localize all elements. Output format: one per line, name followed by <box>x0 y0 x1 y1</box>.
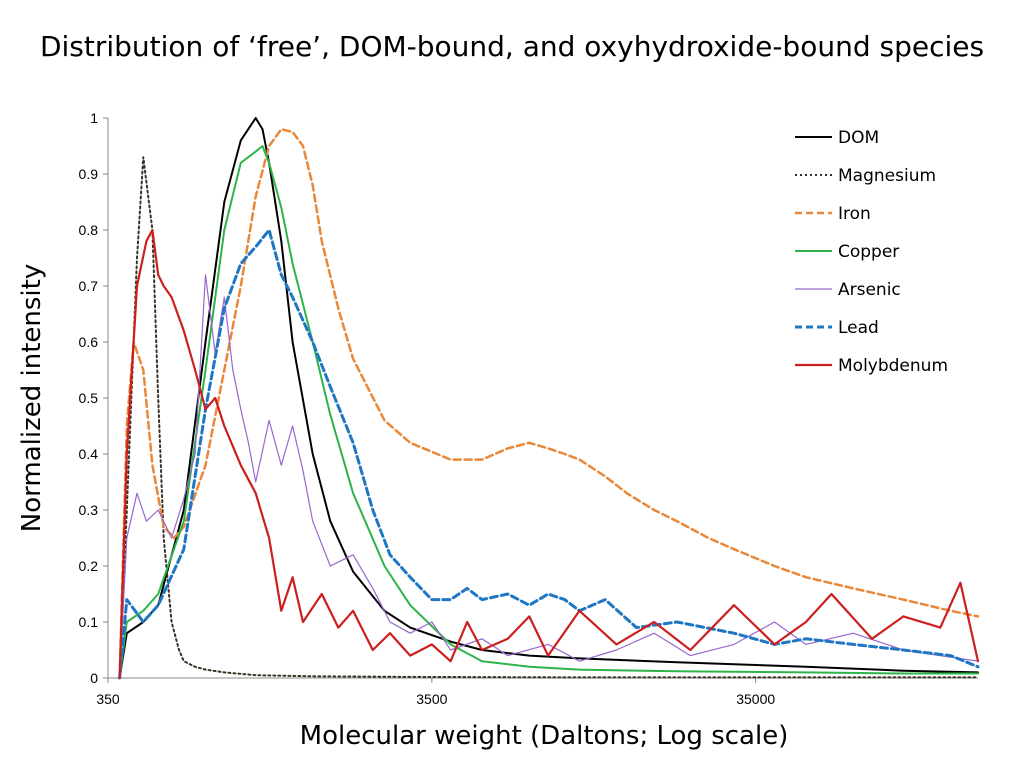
series-line-magnesium <box>118 156 979 679</box>
y-tick-label: 0.6 <box>79 334 99 350</box>
series-layer <box>118 117 980 680</box>
y-tick-label: 0.5 <box>79 390 99 406</box>
legend-label-lead: Lead <box>838 318 879 338</box>
y-tick-label: 0 <box>90 670 98 686</box>
y-tick-label: 0.8 <box>79 222 99 238</box>
series-line-dom <box>118 117 979 679</box>
y-tick-label: 0.9 <box>79 166 99 182</box>
series-line-arsenic <box>118 274 979 679</box>
series-line-lead <box>118 228 980 680</box>
series-line-molybdenum <box>118 228 980 680</box>
y-tick-label: 0.2 <box>79 558 99 574</box>
series-line-copper <box>118 145 979 679</box>
legend-label-iron: Iron <box>838 204 871 224</box>
y-tick-label: 0.1 <box>79 614 99 630</box>
x-tick-label: 350 <box>96 691 120 707</box>
x-tick-label: 3500 <box>416 691 447 707</box>
legend-label-copper: Copper <box>838 242 899 262</box>
legend-label-arsenic: Arsenic <box>838 280 901 300</box>
y-tick-label: 1 <box>90 110 98 126</box>
x-axis-label: Molecular weight (Daltons; Log scale) <box>300 721 789 751</box>
y-tick-label: 0.7 <box>79 278 99 294</box>
chart-title: Distribution of ‘free’, DOM-bound, and o… <box>39 30 985 63</box>
x-tick-label: 35000 <box>736 691 775 707</box>
y-tick-label: 0.3 <box>79 502 99 518</box>
legend: DOM Magnesium Iron Copper Arsenic Lead Molybde… <box>795 128 948 376</box>
y-tick-label: 0.4 <box>79 446 99 462</box>
y-axis-label: Normalized intensity <box>17 264 47 532</box>
legend-label-dom: DOM <box>838 128 879 148</box>
legend-label-magnesium: Magnesium <box>838 166 936 186</box>
legend-label-molybdenum: Molybdenum <box>838 356 948 376</box>
